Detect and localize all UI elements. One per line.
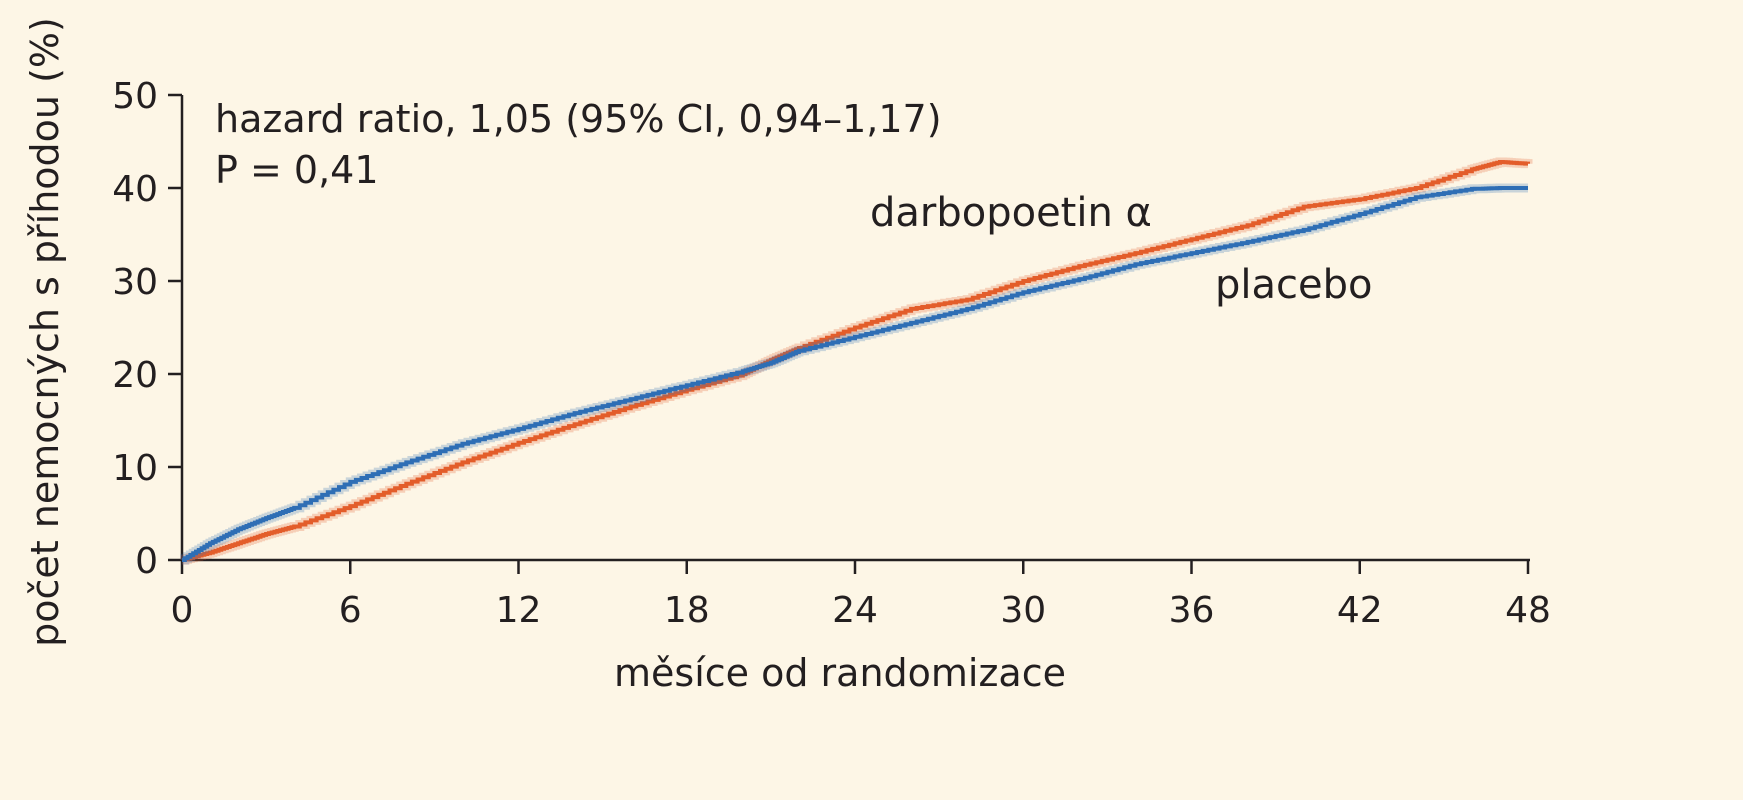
y-tick-label: 10 (112, 448, 158, 489)
x-axis-title: měsíce od randomizace (614, 651, 1066, 695)
x-tick-label: 42 (1337, 590, 1383, 631)
x-tick-label: 24 (832, 590, 878, 631)
x-tick-label: 12 (496, 590, 542, 631)
series-halo-1 (180, 183, 1528, 565)
y-tick-label: 40 (112, 169, 158, 210)
x-ticks: 0 6 12 18 24 30 36 42 48 (171, 560, 1551, 631)
x-tick-label: 36 (1169, 590, 1215, 631)
series-label-darbopoetin: darbopoetin α (870, 190, 1152, 236)
y-tick-label: 0 (135, 541, 158, 582)
x-tick-label: 48 (1505, 590, 1551, 631)
y-tick-label: 20 (112, 355, 158, 396)
x-tick-label: 6 (339, 590, 362, 631)
series-label-placebo: placebo (1215, 262, 1372, 308)
p-value-annotation: P = 0,41 (215, 148, 379, 192)
y-tick-label: 30 (112, 262, 158, 303)
y-tick-label: 50 (112, 76, 158, 117)
series-group (180, 157, 1533, 565)
x-tick-label: 0 (171, 590, 194, 631)
y-ticks: 0 10 20 30 40 50 (112, 76, 182, 582)
x-tick-label: 18 (664, 590, 710, 631)
series-line-darbopoetin (182, 160, 1530, 562)
x-tick-label: 30 (1000, 590, 1046, 631)
y-axis-title: počet nemocných s příhodou (%) (23, 17, 67, 647)
series-line-placebo (182, 186, 1528, 562)
hazard-ratio-annotation: hazard ratio, 1,05 (95% CI, 0,94–1,17) (215, 97, 942, 141)
